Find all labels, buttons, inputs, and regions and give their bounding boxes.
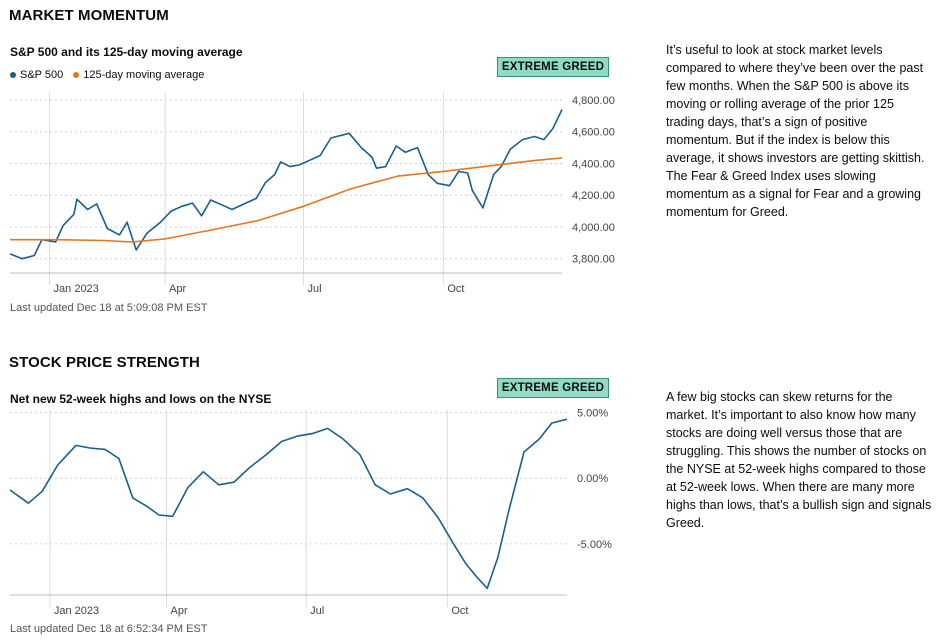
legend-label-moving-average: 125-day moving average: [83, 69, 205, 81]
legend-dot-sp500: [10, 72, 16, 78]
momentum-description: It’s useful to look at stock market leve…: [666, 43, 925, 219]
strength-rating-badge: EXTREME GREED: [497, 378, 609, 398]
strength-chart-title: Net new 52-week highs and lows on the NY…: [10, 392, 272, 406]
momentum-last-updated: Last updated Dec 18 at 5:09:08 PM EST: [10, 302, 208, 314]
momentum-series-line-0: [9, 109, 563, 260]
x-tick-label: Jul: [307, 283, 321, 295]
momentum-chart: 3,800.00 4,000.00 4,200.00 4,400.00 4,600.00…: [9, 92, 615, 295]
momentum-legend: S&P 500 125-day moving average: [10, 69, 204, 81]
legend-label-sp500: S&P 500: [20, 69, 64, 81]
y-tick-label: 0.00%: [577, 473, 608, 485]
y-tick-label: 4,200.00: [572, 190, 615, 202]
strength-series-line-0: [9, 418, 568, 590]
x-tick-label: Jan 2023: [54, 605, 99, 617]
strength-last-updated: Last updated Dec 18 at 6:52:34 PM EST: [10, 623, 208, 635]
legend-item-sp500: S&P 500: [10, 69, 63, 81]
y-tick-label: 4,400.00: [572, 158, 615, 170]
y-tick-label: 4,600.00: [572, 127, 615, 139]
x-tick-label: Oct: [447, 283, 464, 295]
x-tick-label: Jan 2023: [54, 283, 99, 295]
market-momentum-title: MARKET MOMENTUM: [9, 7, 169, 24]
y-tick-label: 3,800.00: [572, 254, 615, 266]
y-tick-label: -5.00%: [577, 539, 612, 551]
legend-item-moving-average: 125-day moving average: [73, 69, 204, 81]
x-tick-label: Apr: [169, 283, 186, 295]
momentum-series-line-1: [10, 157, 563, 243]
x-tick-label: Jul: [310, 605, 324, 617]
y-tick-label: 5.00%: [577, 408, 608, 420]
x-tick-label: Apr: [171, 605, 188, 617]
momentum-chart-title: S&P 500 and its 125-day moving average: [10, 45, 243, 59]
y-tick-label: 4,800.00: [572, 95, 615, 107]
strength-description: A few big stocks can skew returns for th…: [666, 390, 932, 530]
x-tick-label: Oct: [451, 605, 468, 617]
momentum-rating-badge: EXTREME GREED: [497, 57, 609, 77]
strength-chart: 5.00% 0.00% -5.00% Jan 2023 Apr Jul Oct: [9, 408, 612, 617]
y-tick-label: 4,000.00: [572, 222, 615, 234]
legend-dot-moving-average: [73, 72, 80, 78]
stock-price-strength-title: STOCK PRICE STRENGTH: [9, 354, 200, 371]
